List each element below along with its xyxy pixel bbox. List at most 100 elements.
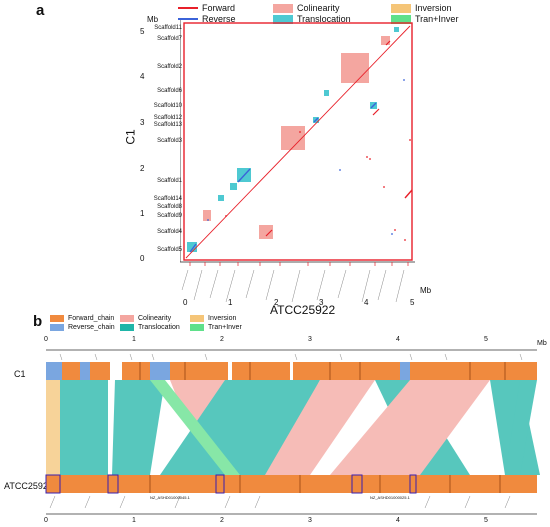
reverse-segment bbox=[313, 117, 319, 123]
colinearity-block bbox=[341, 53, 369, 83]
mark bbox=[409, 353, 413, 361]
scattered-forward-dots bbox=[225, 131, 411, 241]
plot-frame bbox=[183, 22, 413, 261]
label-mark bbox=[225, 269, 236, 303]
gap bbox=[228, 362, 232, 380]
scattered-reverse-dots bbox=[207, 79, 405, 235]
translocation-block bbox=[230, 183, 237, 190]
legend-label: Tran+Inver bbox=[415, 14, 459, 24]
block bbox=[351, 474, 363, 494]
scale-tick: 2 bbox=[220, 336, 224, 343]
contig-label-marks bbox=[181, 269, 405, 303]
block bbox=[45, 474, 61, 494]
bottom-contig-label: NZ_ASHD01000025.1 bbox=[370, 495, 410, 500]
y-axis-title: C1 bbox=[123, 129, 138, 145]
y-tick: 4 bbox=[140, 72, 145, 81]
mark bbox=[59, 353, 63, 361]
scaffold-label: Scaffold6 bbox=[157, 88, 182, 94]
label-mark bbox=[291, 269, 301, 303]
label-mark bbox=[395, 269, 405, 303]
scaffold-label: Scaffold12 bbox=[153, 115, 182, 121]
scaffold-label: Scaffold13 bbox=[153, 122, 182, 128]
forward-segment bbox=[265, 229, 273, 237]
tran-inver-ribbon bbox=[150, 380, 240, 475]
gap bbox=[110, 362, 122, 380]
mark bbox=[254, 495, 261, 509]
mark bbox=[519, 353, 523, 361]
legend-inversion-b: Inversion bbox=[190, 315, 236, 322]
legend-label: Inversion bbox=[208, 315, 237, 322]
legend-reverse-chain: Reverse_chain bbox=[50, 324, 115, 331]
bottom-track-label: ATCC25922 bbox=[4, 481, 53, 491]
scale-tick: 1 bbox=[132, 336, 136, 343]
dot bbox=[366, 156, 368, 158]
mark bbox=[504, 495, 511, 509]
mark bbox=[94, 353, 98, 361]
legend-forward: Forward bbox=[178, 3, 235, 13]
legend-label: Reverse_chain bbox=[68, 324, 115, 331]
reverse-segment bbox=[237, 168, 251, 183]
forward-segment bbox=[372, 108, 380, 116]
block bbox=[215, 474, 225, 494]
y-tick: 2 bbox=[140, 164, 145, 173]
top-scale-unit: Mb bbox=[537, 340, 547, 347]
mark bbox=[339, 353, 343, 361]
dot bbox=[404, 239, 406, 241]
colinearity-swatch bbox=[120, 315, 134, 322]
colinearity-block bbox=[203, 210, 211, 221]
atcc-track bbox=[46, 475, 537, 493]
colinearity-block bbox=[381, 36, 390, 45]
label-mark bbox=[209, 269, 219, 299]
c1-reverse-blocks bbox=[46, 362, 410, 380]
translocation-ribbon bbox=[112, 380, 165, 475]
dot bbox=[207, 219, 209, 221]
block bbox=[107, 474, 119, 494]
forward-segment bbox=[385, 40, 391, 46]
legend-translocation-b: Translocation bbox=[120, 324, 180, 331]
label-mark bbox=[245, 269, 255, 299]
legend-tran-inver: Tran+Inver bbox=[391, 14, 458, 24]
scale-tick: 3 bbox=[308, 517, 312, 524]
legend-label: Translocation bbox=[138, 324, 180, 331]
scale-tick: 0 bbox=[44, 517, 48, 524]
scaffold-label: Scaffold5 bbox=[157, 247, 182, 253]
legend-reverse: Reverse bbox=[178, 14, 236, 24]
dot bbox=[409, 139, 411, 141]
scale-tick: 4 bbox=[396, 517, 400, 524]
tran-inver-swatch bbox=[391, 14, 411, 24]
scale-tick: 5 bbox=[484, 517, 488, 524]
scale-tick: 3 bbox=[308, 336, 312, 343]
block bbox=[46, 362, 62, 380]
legend-label: Translocation bbox=[297, 14, 351, 24]
dot bbox=[403, 79, 405, 81]
inversion-swatch bbox=[391, 3, 411, 13]
colinearity-block bbox=[259, 225, 273, 239]
translocation-block bbox=[324, 90, 329, 96]
x-tick: 4 bbox=[364, 298, 369, 307]
mark bbox=[49, 495, 56, 509]
mark bbox=[204, 353, 208, 361]
x-tick: 5 bbox=[410, 298, 415, 307]
scaffold-label: Scaffold14 bbox=[153, 196, 182, 202]
mark bbox=[444, 353, 448, 361]
block bbox=[80, 362, 90, 380]
legend-inversion: Inversion bbox=[391, 3, 452, 13]
x-axis-title: ATCC25922 bbox=[270, 303, 336, 317]
translocation-block bbox=[187, 242, 197, 252]
scale-tick: 1 bbox=[132, 517, 136, 524]
legend-label: Tran+Inver bbox=[208, 324, 242, 331]
translocation-swatch bbox=[120, 324, 134, 331]
inversion-ribbon bbox=[46, 380, 60, 475]
scaffold-label: Scaffold9 bbox=[157, 213, 182, 219]
reverse-chain-swatch bbox=[50, 324, 64, 331]
colinearity-block bbox=[281, 126, 305, 150]
translocation-ribbon bbox=[505, 380, 537, 475]
atcc-stripes bbox=[149, 475, 501, 493]
synteny-plot bbox=[45, 349, 540, 515]
x-tick: 1 bbox=[228, 298, 233, 307]
reverse-segment bbox=[189, 243, 197, 253]
y-tick: 5 bbox=[140, 27, 145, 36]
scaffold-label: Scaffold4 bbox=[157, 229, 182, 235]
dot bbox=[391, 233, 393, 235]
scale-tick: 2 bbox=[220, 517, 224, 524]
